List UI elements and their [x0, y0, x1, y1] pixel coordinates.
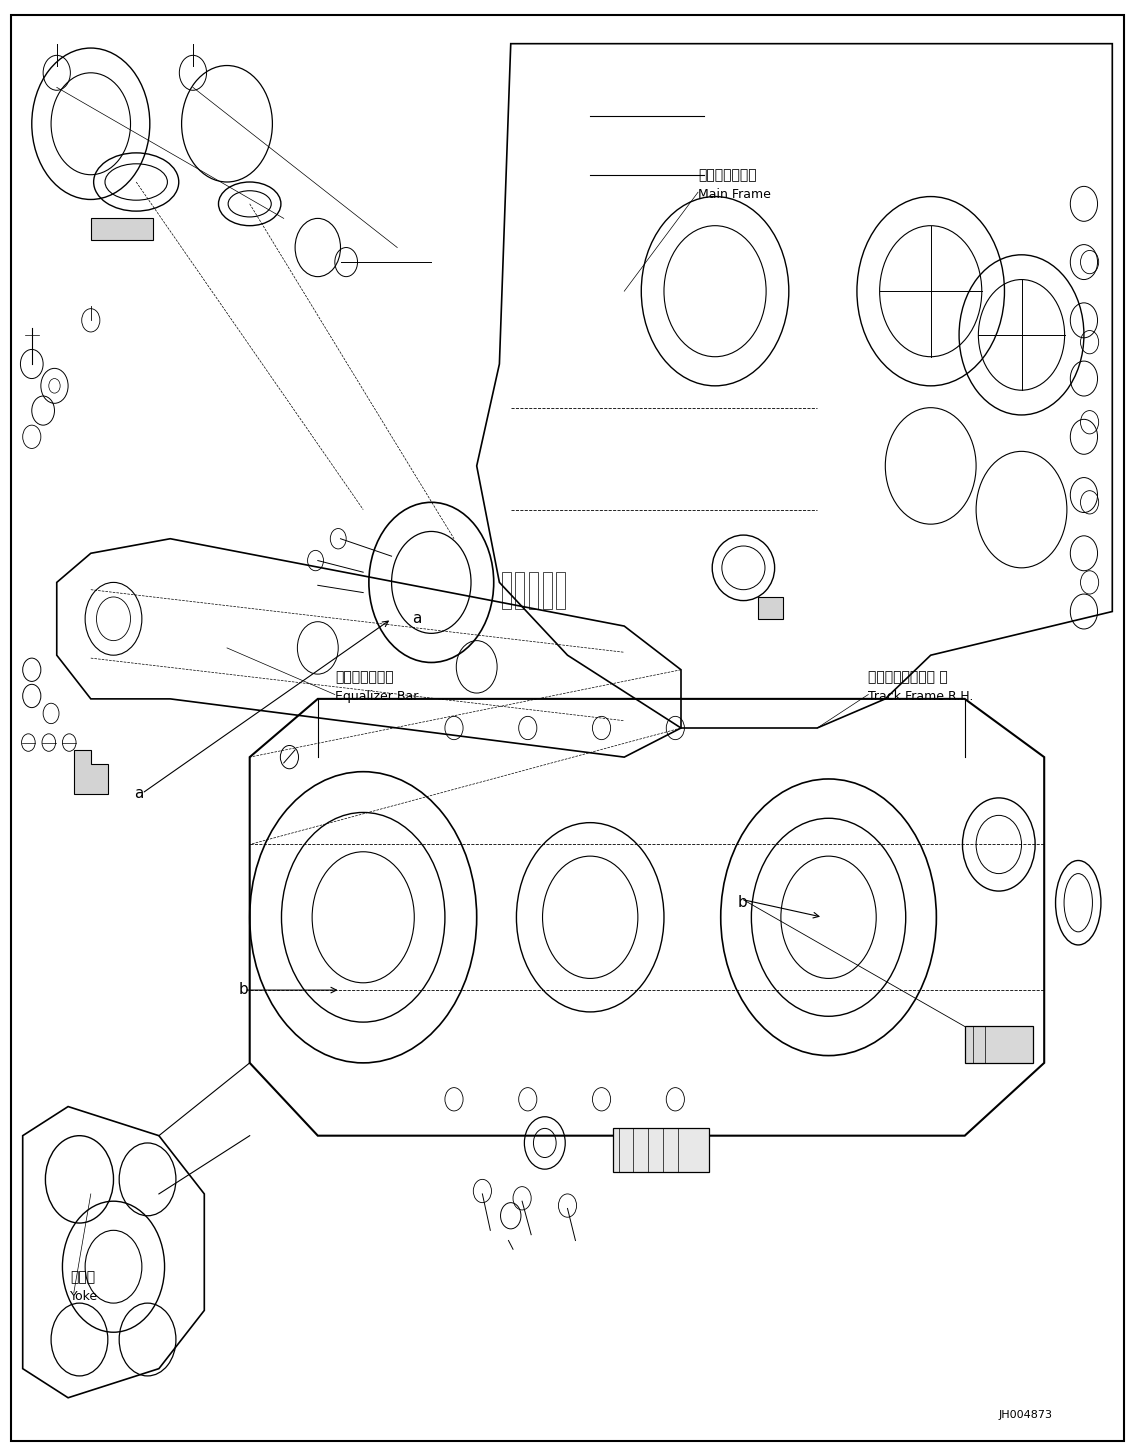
Bar: [556, 572, 565, 609]
Text: Main Frame: Main Frame: [698, 188, 771, 201]
Text: イコライザバー: イコライザバー: [335, 670, 394, 684]
Bar: [758, 597, 783, 619]
Text: a: a: [134, 786, 143, 801]
Text: JH004873: JH004873: [999, 1409, 1053, 1420]
Bar: [529, 572, 538, 609]
Bar: [515, 572, 524, 609]
Text: Track Frame R.H.: Track Frame R.H.: [868, 690, 974, 703]
Bar: [965, 1026, 1033, 1063]
Bar: [613, 1128, 709, 1172]
Bar: [502, 572, 511, 609]
Text: ヨーク: ヨーク: [70, 1270, 95, 1284]
Polygon shape: [74, 750, 108, 794]
Bar: [543, 572, 552, 609]
Text: Equalizer Bar: Equalizer Bar: [335, 690, 418, 703]
Text: メインフレーム: メインフレーム: [698, 167, 757, 182]
Text: b: b: [238, 983, 249, 997]
Text: Yoke: Yoke: [70, 1290, 99, 1303]
Text: b: b: [738, 895, 748, 910]
Text: トラックフレーム 右: トラックフレーム 右: [868, 670, 948, 684]
Text: a: a: [412, 612, 421, 626]
Bar: [91, 218, 153, 240]
